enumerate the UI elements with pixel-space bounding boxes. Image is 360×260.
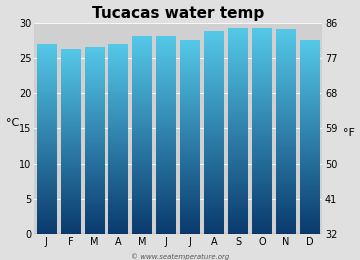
Text: © www.seatemperature.org: © www.seatemperature.org — [131, 253, 229, 260]
Y-axis label: °C: °C — [5, 119, 19, 128]
Title: Tucacas water temp: Tucacas water temp — [92, 5, 264, 21]
Y-axis label: °F: °F — [343, 128, 355, 139]
